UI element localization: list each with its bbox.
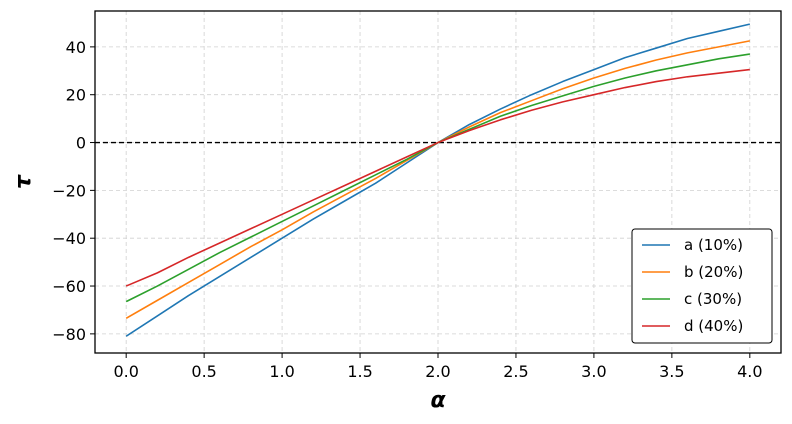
x-tick-label-7: 3.5 [659, 362, 684, 381]
y-tick-label-3: −20 [52, 181, 86, 200]
legend-label-2: b (20%) [684, 263, 743, 281]
y-tick-label-6: 40 [66, 38, 86, 57]
y-tick-label-2: −40 [52, 229, 86, 248]
x-tick-label-4: 2.0 [425, 362, 450, 381]
legend-label-3: c (30%) [684, 290, 742, 308]
x-axis-ticks: 0.0 0.5 1.0 1.5 2.0 2.5 3.0 3.5 4.0 [113, 353, 763, 381]
y-tick-label-5: 20 [66, 86, 86, 105]
legend: a (10%) b (20%) c (30%) d (40%) [631, 228, 773, 344]
x-tick-label-2: 1.0 [269, 362, 294, 381]
legend-label-4: d (40%) [684, 317, 743, 335]
x-axis-label: α [430, 388, 446, 413]
x-tick-label-8: 4.0 [737, 362, 762, 381]
y-tick-label-1: −60 [52, 277, 86, 296]
y-axis-label: τ [11, 174, 36, 189]
x-tick-label-3: 1.5 [347, 362, 372, 381]
y-axis-ticks: −80 −60 −40 −20 0 20 40 [52, 38, 95, 344]
series-lines [125, 23, 750, 337]
x-tick-label-0: 0.0 [113, 362, 138, 381]
series-line-4 [125, 68, 750, 287]
y-tick-label-0: −80 [52, 325, 86, 344]
x-tick-label-5: 2.5 [503, 362, 528, 381]
legend-label-1: a (10%) [684, 236, 743, 254]
y-tick-label-4: 0 [76, 134, 86, 153]
legend-box [631, 228, 773, 344]
x-tick-label-6: 3.0 [581, 362, 606, 381]
x-tick-label-1: 0.5 [191, 362, 216, 381]
